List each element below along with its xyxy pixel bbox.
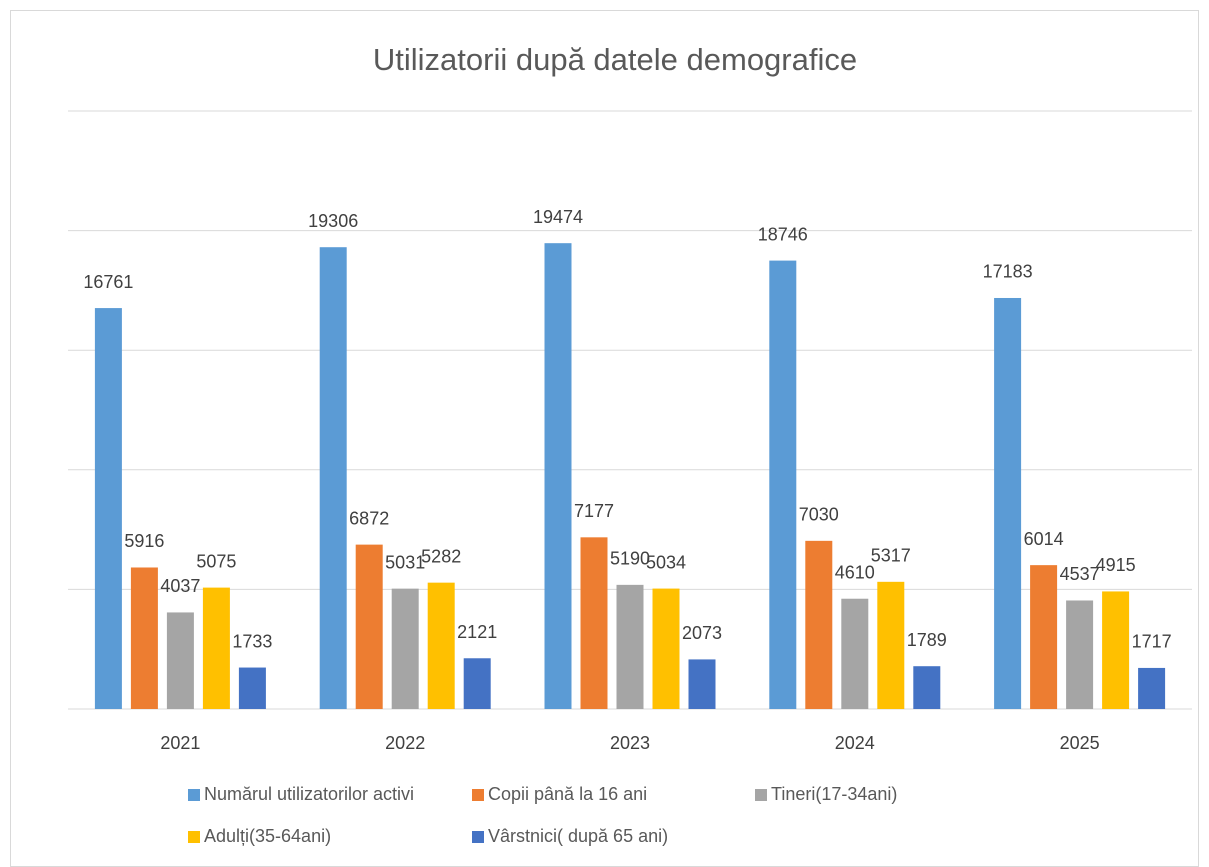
- x-tick-label: 2025: [1060, 733, 1100, 753]
- data-label: 4915: [1096, 555, 1136, 575]
- data-label: 2121: [457, 622, 497, 642]
- data-label: 19306: [308, 211, 358, 231]
- data-label: 1733: [232, 631, 272, 651]
- legend-label: Adulți(35-64ani): [204, 826, 331, 846]
- bar: [130, 567, 158, 709]
- legend-label: Vârstnici( după 65 ani): [488, 826, 668, 846]
- data-label: 5031: [385, 552, 425, 572]
- data-label: 7177: [574, 501, 614, 521]
- bar: [355, 544, 383, 709]
- data-label: 5190: [610, 549, 650, 569]
- bar: [391, 588, 419, 709]
- bar: [580, 537, 608, 709]
- bar: [427, 582, 455, 709]
- data-label: 18746: [758, 224, 808, 244]
- x-tick-label: 2024: [835, 733, 875, 753]
- data-label: 2073: [682, 623, 722, 643]
- bar: [769, 260, 797, 709]
- data-label: 5075: [196, 551, 236, 571]
- data-label: 4037: [160, 576, 200, 596]
- bar: [319, 247, 347, 709]
- data-label: 4537: [1060, 564, 1100, 584]
- data-label: 17183: [983, 262, 1033, 282]
- data-label: 5916: [124, 531, 164, 551]
- legend-swatch: [472, 789, 484, 801]
- legend-label: Copii până la 16 ani: [488, 784, 647, 804]
- data-label: 5282: [421, 546, 461, 566]
- data-label: 7030: [799, 505, 839, 525]
- x-tick-label: 2023: [610, 733, 650, 753]
- bar: [877, 581, 905, 709]
- bar: [166, 612, 194, 709]
- x-tick-label: 2022: [385, 733, 425, 753]
- bar: [805, 540, 833, 709]
- bar: [463, 658, 491, 709]
- data-label: 4610: [835, 562, 875, 582]
- bar: [913, 666, 941, 709]
- bar: [94, 308, 122, 709]
- data-label: 5034: [646, 552, 686, 572]
- bar: [1138, 667, 1166, 709]
- data-label: 19474: [533, 207, 583, 227]
- bar: [652, 588, 680, 709]
- x-tick-label: 2021: [160, 733, 200, 753]
- bar: [688, 659, 716, 709]
- data-label: 1717: [1132, 632, 1172, 652]
- data-label: 6872: [349, 508, 389, 528]
- bar: [994, 297, 1022, 709]
- legend-swatch: [188, 831, 200, 843]
- bar: [1030, 565, 1058, 709]
- data-label: 1789: [907, 630, 947, 650]
- bar: [616, 584, 644, 709]
- bar: [202, 587, 230, 709]
- bar: [238, 667, 266, 709]
- legend-swatch: [472, 831, 484, 843]
- legend-label: Tineri(17-34ani): [771, 784, 897, 804]
- data-label: 5317: [871, 546, 911, 566]
- legend-swatch: [188, 789, 200, 801]
- chart-title: Utilizatorii după datele demografice: [373, 42, 857, 77]
- legend-swatch: [755, 789, 767, 801]
- bar: [544, 243, 572, 709]
- legend-label: Numărul utilizatorilor activi: [204, 784, 414, 804]
- bar: [1066, 600, 1094, 709]
- data-label: 6014: [1024, 529, 1064, 549]
- bar: [841, 598, 869, 709]
- bar: [1102, 591, 1130, 709]
- data-label: 16761: [83, 272, 133, 292]
